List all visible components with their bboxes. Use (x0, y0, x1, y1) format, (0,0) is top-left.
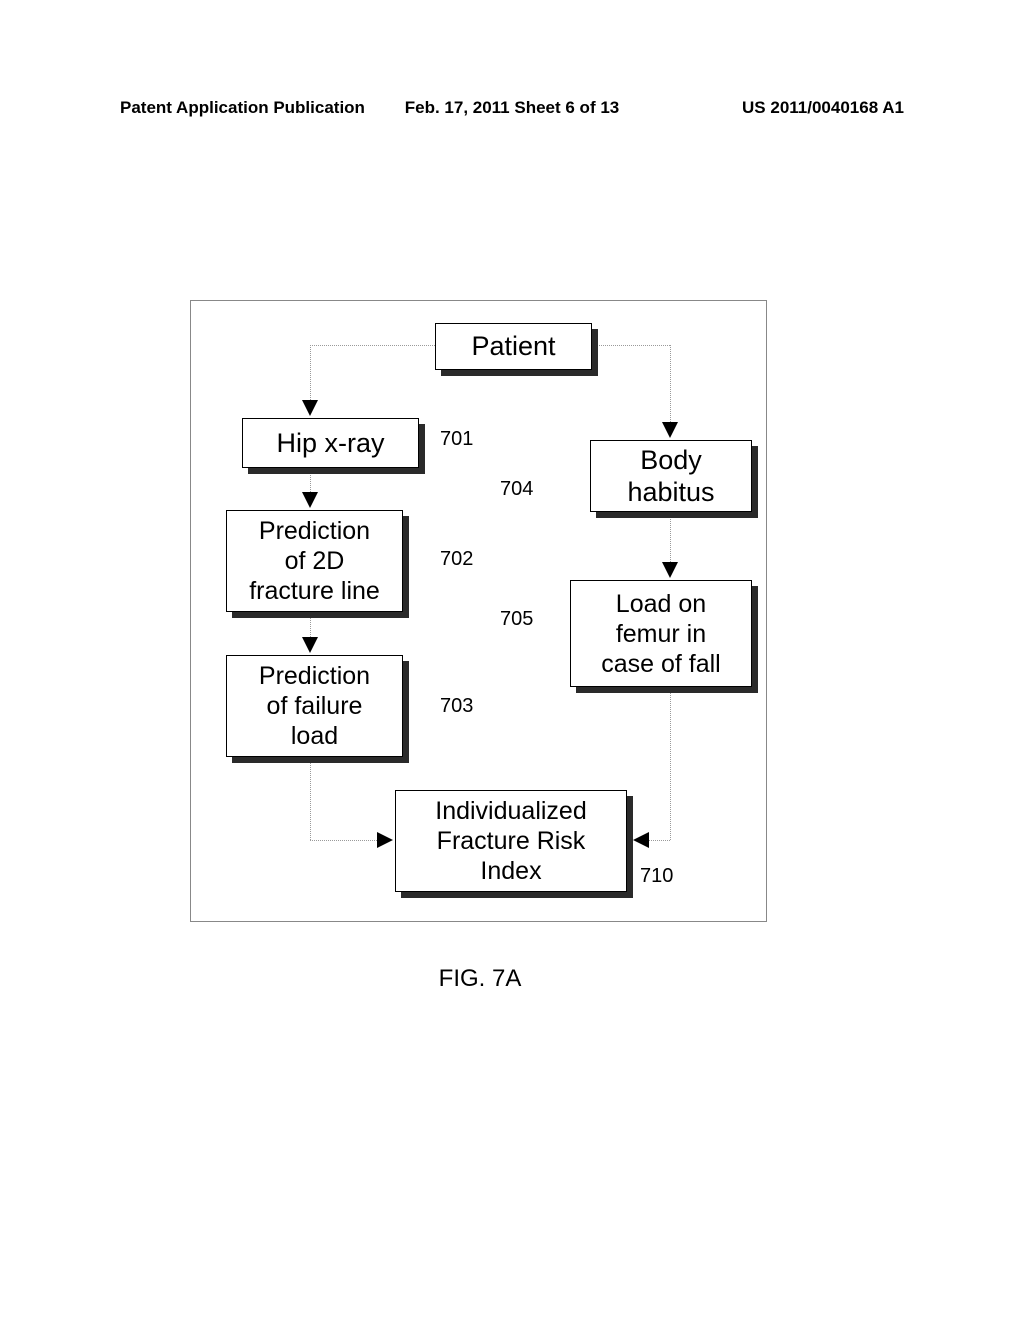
line-patient-left-v (310, 345, 311, 400)
arrow-to-index-l (377, 832, 393, 848)
arrow-to-pred2d (302, 492, 318, 508)
page: Patent Application Publication Feb. 17, … (0, 0, 1024, 1320)
box-body: Body habitus (590, 440, 752, 512)
box-load-label: Load on femur in case of fall (601, 589, 721, 679)
label-704: 704 (500, 478, 533, 501)
arrow-to-hipxray (302, 400, 318, 416)
arrow-to-load (662, 562, 678, 578)
box-hipxray-label: Hip x-ray (276, 427, 384, 459)
label-705: 705 (500, 608, 533, 631)
label-710: 710 (640, 865, 673, 888)
box-pred2d-label: Prediction of 2D fracture line (249, 516, 380, 606)
header-left: Patent Application Publication (120, 98, 381, 118)
line-load-to-index-v (670, 691, 671, 840)
header-center: Feb. 17, 2011 Sheet 6 of 13 (381, 98, 642, 118)
box-predfail-label: Prediction of failure load (259, 661, 370, 751)
line-fail-to-index-v (310, 761, 311, 840)
box-pred2d: Prediction of 2D fracture line (226, 510, 403, 612)
box-load: Load on femur in case of fall (570, 580, 752, 687)
box-predfail: Prediction of failure load (226, 655, 403, 757)
box-hipxray: Hip x-ray (242, 418, 419, 468)
line-load-to-index-h (649, 840, 670, 841)
page-header: Patent Application Publication Feb. 17, … (120, 98, 904, 118)
figure-caption: FIG. 7A (410, 965, 550, 993)
header-right: US 2011/0040168 A1 (643, 98, 904, 118)
label-702: 702 (440, 548, 473, 571)
arrow-to-body (662, 422, 678, 438)
line-patient-right-h (596, 345, 670, 346)
label-703: 703 (440, 695, 473, 718)
box-index: Individualized Fracture Risk Index (395, 790, 627, 892)
line-body-to-load (670, 516, 671, 562)
line-pred-to-fail (310, 616, 311, 637)
label-701: 701 (440, 428, 473, 451)
box-patient: Patient (435, 323, 592, 370)
arrow-to-predfail (302, 637, 318, 653)
line-patient-right-v (670, 345, 671, 422)
arrow-to-index-r (633, 832, 649, 848)
line-fail-to-index-h (310, 840, 377, 841)
line-hip-to-pred (310, 472, 311, 492)
box-index-label: Individualized Fracture Risk Index (435, 796, 587, 886)
box-patient-label: Patient (471, 330, 555, 362)
box-body-label: Body habitus (627, 444, 714, 509)
line-patient-left-h (310, 345, 435, 346)
